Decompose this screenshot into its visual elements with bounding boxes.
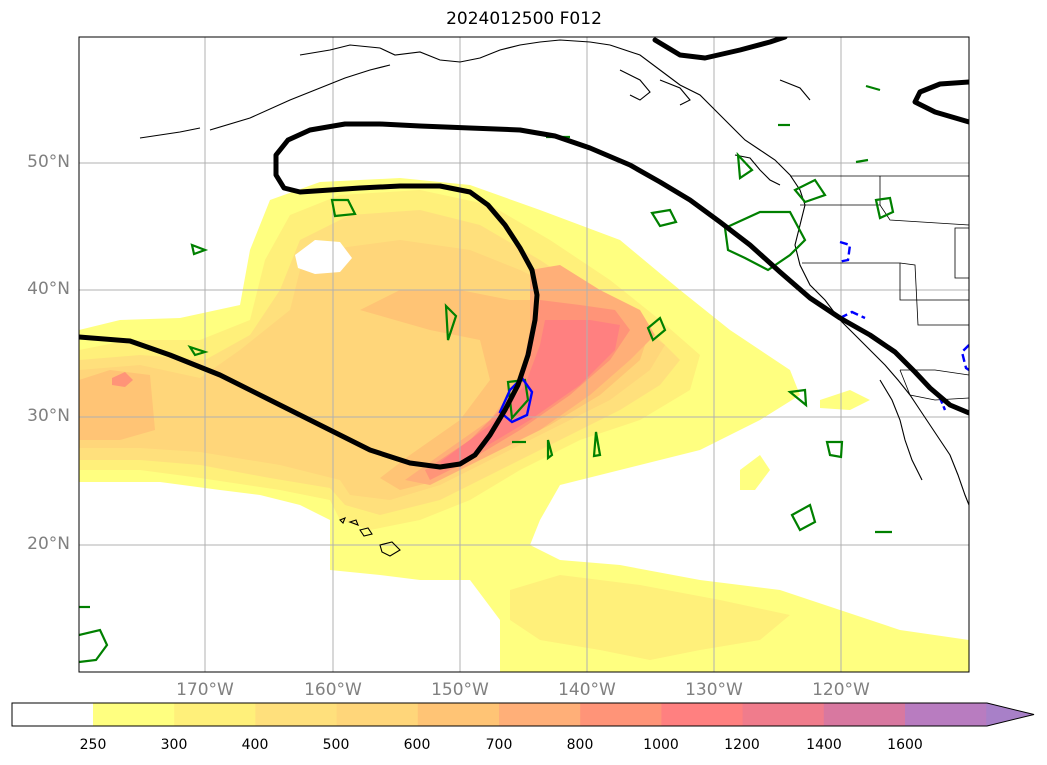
- colorbar-cell-300: [174, 703, 256, 726]
- coastlines: [139, 39, 969, 557]
- colorbar-tick-700: 700: [485, 737, 513, 753]
- green-contours: [79, 84, 895, 664]
- colorbar-cell-under: [12, 703, 93, 726]
- lat-label-20n: 20°N: [27, 534, 70, 554]
- colorbar-extend-arrow: [986, 703, 1034, 726]
- colorbar-tick-300: 300: [160, 737, 188, 753]
- colorbar-cell-600: [417, 703, 500, 726]
- lat-label-50n: 50°N: [27, 152, 70, 172]
- ivt-shading: [79, 178, 969, 672]
- ivt-1000: [440, 320, 620, 470]
- colorbar-tick-1000: 1000: [643, 737, 679, 753]
- colorbar-cell-500: [336, 703, 419, 726]
- colorbar-tick-800: 800: [566, 737, 594, 753]
- ivt-hole: [295, 240, 352, 274]
- colorbar-tick-1200: 1200: [724, 737, 760, 753]
- colorbar-cell-800: [580, 703, 662, 726]
- colorbar-cell-400: [255, 703, 338, 726]
- lat-label-40n: 40°N: [27, 279, 70, 299]
- lon-label-170w: 170°W: [176, 680, 234, 700]
- colorbar-tick-1400: 1400: [806, 737, 842, 753]
- colorbar-cell-1000: [661, 703, 744, 726]
- political-borders: [790, 175, 969, 401]
- colorbar-tick-1600: 1600: [887, 737, 923, 753]
- colorbar-cell-1600: [905, 703, 987, 726]
- map-title: 2024012500 F012: [446, 9, 602, 29]
- colorbar-cell-1400: [823, 703, 906, 726]
- lon-label-120w: 120°W: [812, 680, 870, 700]
- black-contours: [79, 37, 969, 470]
- map-frame: [78, 36, 970, 673]
- lon-label-150w: 150°W: [431, 680, 489, 700]
- colorbar-outline: [11, 702, 1035, 727]
- map-panel: [79, 37, 969, 672]
- colorbar-tick-400: 400: [241, 737, 269, 753]
- lat-label-30n: 30°N: [27, 406, 70, 426]
- ivt-250-blob-east: [820, 390, 870, 410]
- lon-label-160w: 160°W: [304, 680, 362, 700]
- colorbar-cell-700: [499, 703, 581, 726]
- colorbar-tick-500: 500: [322, 737, 350, 753]
- ivt-250-blob-se: [740, 455, 770, 490]
- lon-label-140w: 140°W: [558, 680, 616, 700]
- graticule: [79, 37, 969, 672]
- lon-label-130w: 130°W: [685, 680, 743, 700]
- ivt-1000-spot-west: [112, 372, 133, 387]
- colorbar-tick-600: 600: [403, 737, 431, 753]
- colorbar-cell-1200: [742, 703, 825, 726]
- colorbar-cell-250: [93, 703, 175, 726]
- ivt-300-south: [510, 575, 790, 660]
- colorbar: [11, 702, 1035, 727]
- colorbar-tick-250: 250: [79, 737, 107, 753]
